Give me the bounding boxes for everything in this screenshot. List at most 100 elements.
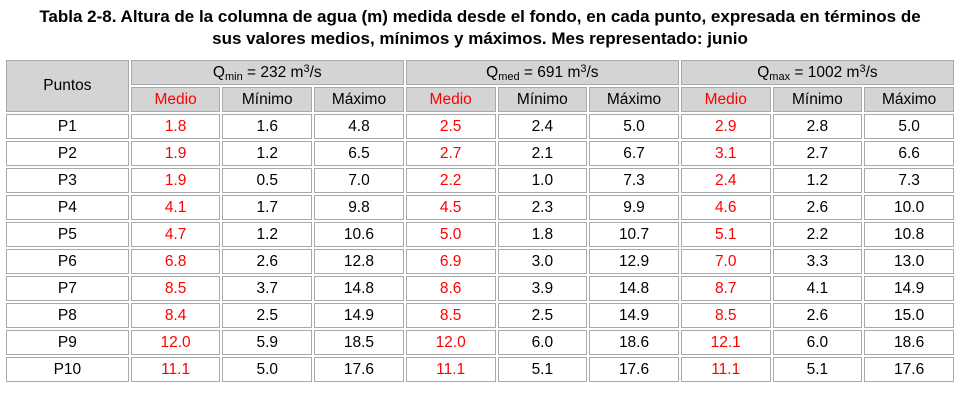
value-cell: 14.8 xyxy=(314,275,404,301)
q-exponent: 3 xyxy=(859,62,866,75)
value-cell: 10.0 xyxy=(864,194,954,220)
value-cell: 11.1 xyxy=(130,356,221,382)
col-header-medio: Medio xyxy=(405,86,496,112)
group-header-qmax: Qmax = 1002 m3/s xyxy=(680,59,954,85)
table-row: P8 8.4 2.5 14.9 8.5 2.5 14.9 8.5 2.6 15.0 xyxy=(6,302,954,328)
value-cell: 5.0 xyxy=(864,113,954,139)
value-cell: 8.4 xyxy=(130,302,221,328)
row-label: P1 xyxy=(6,113,129,139)
value-cell: 13.0 xyxy=(864,248,954,274)
value-cell: 5.0 xyxy=(405,221,496,247)
q-symbol: Q xyxy=(757,63,770,81)
sub-header-row: Medio Mínimo Máximo Medio Mínimo Máximo … xyxy=(6,86,954,112)
value-cell: 14.8 xyxy=(589,275,679,301)
value-cell: 4.5 xyxy=(405,194,496,220)
value-cell: 1.2 xyxy=(222,140,313,166)
q-value: = 1002 m xyxy=(790,63,860,81)
q-value: = 691 m xyxy=(519,63,581,81)
value-cell: 12.8 xyxy=(314,248,404,274)
col-header-minimo: Mínimo xyxy=(497,86,588,112)
value-cell: 5.1 xyxy=(497,356,588,382)
table-header: Puntos Qmin = 232 m3/s Qmed = 691 m3/s Q… xyxy=(6,59,954,112)
value-cell: 3.0 xyxy=(497,248,588,274)
value-cell: 18.5 xyxy=(314,329,404,355)
value-cell: 4.1 xyxy=(772,275,863,301)
row-label: P8 xyxy=(6,302,129,328)
table-row: P2 1.9 1.2 6.5 2.7 2.1 6.7 3.1 2.7 6.6 xyxy=(6,140,954,166)
value-cell: 7.3 xyxy=(864,167,954,193)
value-cell: 11.1 xyxy=(405,356,496,382)
row-label: P9 xyxy=(6,329,129,355)
value-cell: 8.6 xyxy=(405,275,496,301)
col-header-maximo: Máximo xyxy=(864,86,954,112)
value-cell: 18.6 xyxy=(589,329,679,355)
value-cell: 12.0 xyxy=(405,329,496,355)
data-table: Puntos Qmin = 232 m3/s Qmed = 691 m3/s Q… xyxy=(4,58,956,384)
value-cell: 6.8 xyxy=(130,248,221,274)
q-unit: /s xyxy=(586,63,599,81)
value-cell: 8.5 xyxy=(405,302,496,328)
value-cell: 2.6 xyxy=(222,248,313,274)
value-cell: 3.3 xyxy=(772,248,863,274)
value-cell: 17.6 xyxy=(314,356,404,382)
q-value: = 232 m xyxy=(242,63,304,81)
value-cell: 0.5 xyxy=(222,167,313,193)
table-row: P6 6.8 2.6 12.8 6.9 3.0 12.9 7.0 3.3 13.0 xyxy=(6,248,954,274)
value-cell: 2.6 xyxy=(772,194,863,220)
table-row: P10 11.1 5.0 17.6 11.1 5.1 17.6 11.1 5.1 17.6 xyxy=(6,356,954,382)
value-cell: 11.1 xyxy=(680,356,771,382)
col-header-maximo: Máximo xyxy=(314,86,404,112)
value-cell: 12.9 xyxy=(589,248,679,274)
value-cell: 2.1 xyxy=(497,140,588,166)
value-cell: 5.9 xyxy=(222,329,313,355)
row-label: P4 xyxy=(6,194,129,220)
value-cell: 5.0 xyxy=(222,356,313,382)
q-subscript: min xyxy=(224,70,243,83)
value-cell: 14.9 xyxy=(314,302,404,328)
value-cell: 2.5 xyxy=(405,113,496,139)
value-cell: 10.7 xyxy=(589,221,679,247)
value-cell: 9.8 xyxy=(314,194,404,220)
value-cell: 15.0 xyxy=(864,302,954,328)
value-cell: 12.0 xyxy=(130,329,221,355)
value-cell: 10.6 xyxy=(314,221,404,247)
q-exponent: 3 xyxy=(303,62,310,75)
value-cell: 2.3 xyxy=(497,194,588,220)
value-cell: 1.8 xyxy=(497,221,588,247)
value-cell: 6.9 xyxy=(405,248,496,274)
q-unit: /s xyxy=(309,63,322,81)
value-cell: 17.6 xyxy=(589,356,679,382)
q-symbol: Q xyxy=(212,63,225,81)
value-cell: 12.1 xyxy=(680,329,771,355)
value-cell: 8.5 xyxy=(130,275,221,301)
value-cell: 14.9 xyxy=(864,275,954,301)
value-cell: 1.2 xyxy=(772,167,863,193)
table-body: P1 1.8 1.6 4.8 2.5 2.4 5.0 2.9 2.8 5.0 P2 1.9 1.2… xyxy=(6,113,954,382)
value-cell: 4.6 xyxy=(680,194,771,220)
col-header-medio: Medio xyxy=(680,86,771,112)
q-unit: /s xyxy=(865,63,878,81)
value-cell: 2.4 xyxy=(680,167,771,193)
table-row: P5 4.7 1.2 10.6 5.0 1.8 10.7 5.1 2.2 10.8 xyxy=(6,221,954,247)
value-cell: 6.0 xyxy=(772,329,863,355)
row-label: P6 xyxy=(6,248,129,274)
value-cell: 6.0 xyxy=(497,329,588,355)
value-cell: 8.7 xyxy=(680,275,771,301)
value-cell: 9.9 xyxy=(589,194,679,220)
row-label: P7 xyxy=(6,275,129,301)
value-cell: 7.0 xyxy=(314,167,404,193)
value-cell: 2.8 xyxy=(772,113,863,139)
value-cell: 1.7 xyxy=(222,194,313,220)
value-cell: 2.6 xyxy=(772,302,863,328)
value-cell: 2.9 xyxy=(680,113,771,139)
value-cell: 10.8 xyxy=(864,221,954,247)
value-cell: 4.8 xyxy=(314,113,404,139)
value-cell: 5.0 xyxy=(589,113,679,139)
row-label: P3 xyxy=(6,167,129,193)
col-header-minimo: Mínimo xyxy=(772,86,863,112)
value-cell: 7.0 xyxy=(680,248,771,274)
value-cell: 5.1 xyxy=(680,221,771,247)
row-label: P2 xyxy=(6,140,129,166)
value-cell: 1.6 xyxy=(222,113,313,139)
value-cell: 2.4 xyxy=(497,113,588,139)
